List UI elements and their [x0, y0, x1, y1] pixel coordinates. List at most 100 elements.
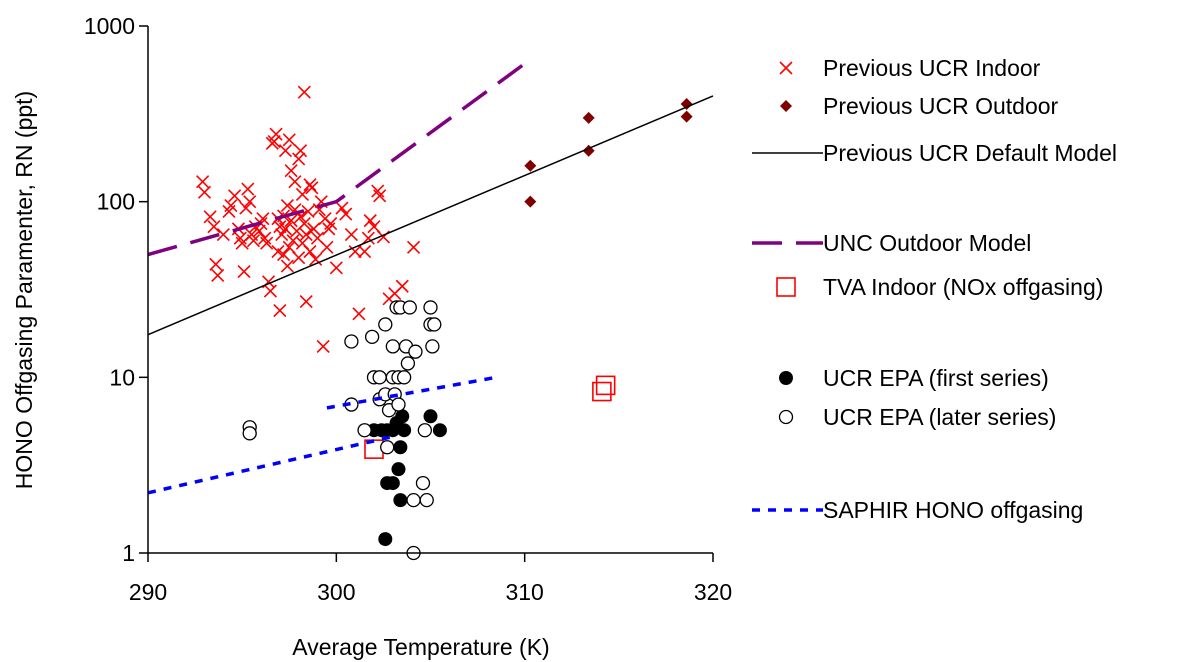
y-tick-label: 1 [122, 540, 135, 566]
data-point [282, 133, 296, 147]
data-point [406, 240, 421, 254]
data-point [396, 370, 412, 385]
data-point [263, 284, 277, 298]
data-point [402, 300, 417, 315]
data-point [417, 423, 433, 438]
data-point [592, 381, 612, 402]
data-point [237, 265, 251, 279]
y-tick-label: 100 [97, 189, 135, 215]
data-point [322, 222, 336, 236]
data-point [207, 220, 221, 234]
data-point [278, 222, 293, 236]
data-point [267, 134, 281, 149]
series-ucr-epa-later-series [242, 300, 442, 561]
data-point [280, 259, 294, 273]
x-tick-label: 320 [694, 579, 732, 605]
data-point [309, 252, 323, 266]
y-tick-label: 10 [109, 364, 135, 390]
data-point [216, 227, 230, 242]
legend-item-previous-ucr-indoor: Previous UCR Indoor [779, 55, 1041, 81]
data-point [209, 257, 223, 271]
legend-label: TVA Indoor (NOx offgasing) [823, 274, 1103, 300]
data-point [297, 217, 311, 231]
data-point [335, 201, 349, 215]
data-point [397, 423, 412, 438]
data-point [363, 214, 377, 228]
data-point [339, 207, 353, 221]
data-point [316, 339, 330, 353]
legend-swatch [779, 371, 793, 385]
series-line [147, 62, 526, 257]
data-point [385, 339, 400, 354]
data-point [239, 201, 253, 215]
data-point [269, 127, 283, 141]
data-point [380, 440, 395, 455]
data-point [292, 152, 306, 166]
data-point [299, 294, 313, 309]
legend-swatch [776, 277, 796, 297]
series-unc-outdoor-model [147, 62, 526, 257]
data-point [203, 210, 217, 224]
data-point [303, 178, 317, 192]
y-axis-title: HONO Offgasing Paramenter, RN (ppt) [11, 91, 37, 489]
series-line-segment [147, 434, 394, 495]
data-point [329, 261, 343, 275]
data-point [284, 164, 298, 178]
data-point [361, 231, 375, 245]
data-point [380, 476, 395, 491]
data-point [273, 303, 287, 318]
data-point [297, 85, 311, 99]
data-point [595, 375, 616, 396]
legend-swatch [779, 61, 793, 75]
data-point [680, 97, 693, 110]
data-point [395, 279, 409, 293]
data-point [391, 397, 406, 412]
data-point [299, 227, 313, 242]
legend-label: UCR EPA (later series) [823, 404, 1056, 430]
data-point [303, 244, 317, 259]
plot-area [147, 62, 714, 561]
data-point [364, 329, 380, 345]
data-point [524, 159, 537, 172]
data-point [358, 244, 372, 259]
series-previous-ucr-default-model [147, 95, 714, 336]
data-point [423, 409, 438, 424]
data-point [524, 195, 537, 208]
data-point [224, 199, 238, 213]
y-tick-label: 1000 [84, 13, 135, 39]
data-point [242, 426, 257, 441]
data-point [408, 344, 423, 359]
data-point [271, 244, 285, 259]
data-point [196, 175, 210, 189]
data-point [344, 334, 359, 349]
data-point [373, 189, 387, 203]
legend-item-saphir-hono-offgasing: SAPHIR HONO offgasing [752, 497, 1083, 523]
x-axis-title: Average Temperature (K) [292, 634, 549, 660]
legend-item-tva-indoor-nox-offgasing: TVA Indoor (NOx offgasing) [776, 274, 1103, 300]
data-point [432, 423, 447, 438]
data-point [307, 222, 321, 236]
data-point [260, 236, 274, 250]
series-line [147, 95, 714, 336]
data-point [419, 492, 434, 508]
data-point [286, 234, 300, 248]
data-point [211, 268, 225, 283]
legend-label: UCR EPA (first series) [823, 365, 1049, 391]
data-point [293, 144, 308, 158]
data-point [320, 240, 334, 254]
data-point [357, 423, 372, 438]
legend-item-ucr-epa-first-series: UCR EPA (first series) [779, 365, 1049, 391]
axes: 290 300 310 320 1 10 100 1000 [84, 13, 732, 605]
data-point [278, 144, 293, 158]
data-point [372, 370, 387, 385]
data-point [415, 475, 431, 491]
data-point [393, 440, 408, 455]
legend: Previous UCR Indoor Previous UCR Outdoor P… [752, 55, 1117, 523]
data-point [378, 532, 393, 547]
data-point [352, 307, 366, 321]
data-point [344, 227, 358, 242]
legend-item-unc-outdoor-model: UNC Outdoor Model [752, 230, 1031, 256]
data-point [197, 185, 212, 199]
legend-item-previous-ucr-outdoor: Previous UCR Outdoor [780, 93, 1059, 119]
